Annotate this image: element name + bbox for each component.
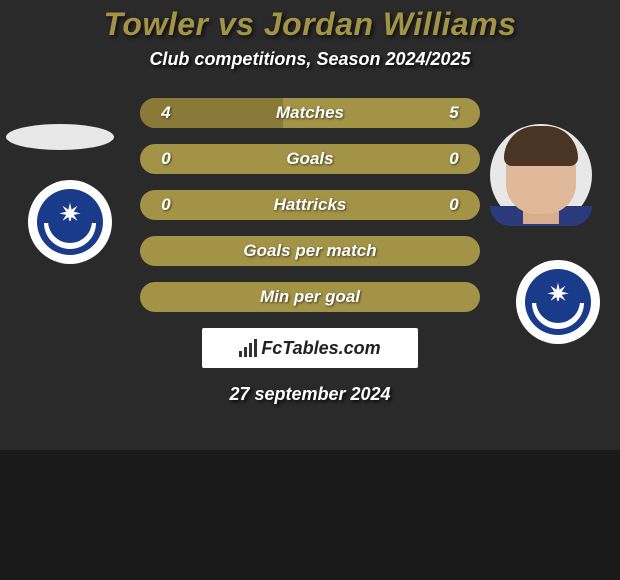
stat-row: 0 Goals 0 xyxy=(140,144,480,174)
stat-label: Hattricks xyxy=(274,195,347,215)
page-title: Towler vs Jordan Williams xyxy=(0,6,620,43)
stat-value-right: 0 xyxy=(444,149,464,169)
stat-row: Goals per match xyxy=(140,236,480,266)
bar-chart-icon xyxy=(239,339,257,357)
stat-label: Matches xyxy=(276,103,344,123)
stat-label: Goals per match xyxy=(243,241,376,261)
branding-box[interactable]: FcTables.com xyxy=(202,328,418,368)
branding-label: FcTables.com xyxy=(261,338,380,359)
stat-value-right: 5 xyxy=(444,103,464,123)
page-subtitle: Club competitions, Season 2024/2025 xyxy=(0,49,620,70)
stat-value-left: 0 xyxy=(156,195,176,215)
stat-row: 0 Hattricks 0 xyxy=(140,190,480,220)
stat-value-right: 0 xyxy=(444,195,464,215)
stat-value-left: 4 xyxy=(156,103,176,123)
stat-row: 4 Matches 5 xyxy=(140,98,480,128)
stat-label: Min per goal xyxy=(260,287,360,307)
stat-row: Min per goal xyxy=(140,282,480,312)
comparison-card: Towler vs Jordan Williams Club competiti… xyxy=(0,0,620,450)
stats-list: 4 Matches 5 0 Goals 0 0 Hattricks 0 Goals per mat… xyxy=(0,98,620,312)
stat-label: Goals xyxy=(286,149,333,169)
date-label: 27 september 2024 xyxy=(0,384,620,405)
stat-value-left: 0 xyxy=(156,149,176,169)
